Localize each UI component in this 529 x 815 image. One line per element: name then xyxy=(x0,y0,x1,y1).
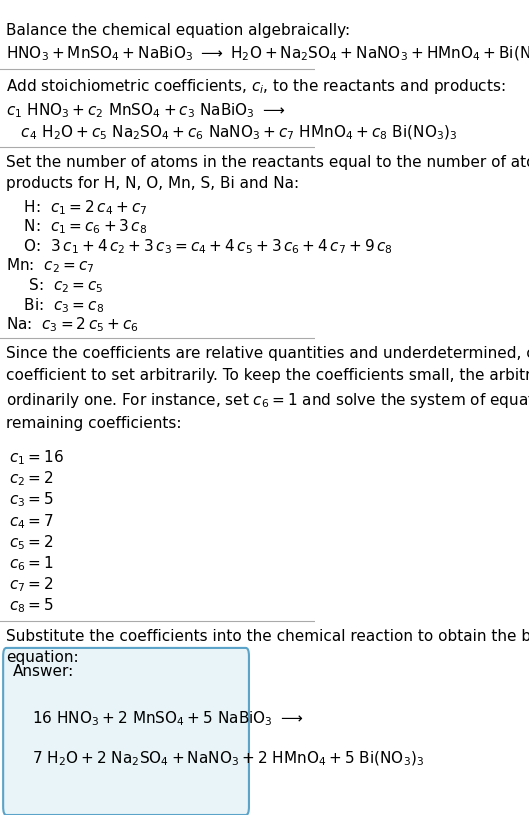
Text: $c_6 = 1$: $c_6 = 1$ xyxy=(10,554,54,573)
Text: $c_1\ \mathrm{HNO_3} + c_2\ \mathrm{MnSO_4} + c_3\ \mathrm{NaBiO_3} \ \longright: $c_1\ \mathrm{HNO_3} + c_2\ \mathrm{MnSO… xyxy=(6,101,286,120)
Text: Since the coefficients are relative quantities and underdetermined, choose a
coe: Since the coefficients are relative quan… xyxy=(6,346,529,431)
Text: Balance the chemical equation algebraically:: Balance the chemical equation algebraica… xyxy=(6,23,350,37)
Text: products for H, N, O, Mn, S, Bi and Na:: products for H, N, O, Mn, S, Bi and Na: xyxy=(6,176,299,191)
Text: $\mathrm{HNO_3 + MnSO_4 + NaBiO_3 \ \longrightarrow \ H_2O + Na_2SO_4 + NaNO_3 +: $\mathrm{HNO_3 + MnSO_4 + NaBiO_3 \ \lon… xyxy=(6,45,529,64)
Text: $c_3 = 5$: $c_3 = 5$ xyxy=(10,491,54,509)
Text: O:  $3\,c_1 + 4\,c_2 + 3\,c_3 = c_4 + 4\,c_5 + 3\,c_6 + 4\,c_7 + 9\,c_8$: O: $3\,c_1 + 4\,c_2 + 3\,c_3 = c_4 + 4\,… xyxy=(19,237,393,256)
Text: $c_2 = 2$: $c_2 = 2$ xyxy=(10,469,54,488)
Text: Answer:: Answer: xyxy=(13,664,74,679)
Text: $c_8 = 5$: $c_8 = 5$ xyxy=(10,597,54,615)
Text: equation:: equation: xyxy=(6,650,79,665)
Text: Bi:  $c_3 = c_8$: Bi: $c_3 = c_8$ xyxy=(19,296,104,315)
Text: S:  $c_2 = c_5$: S: $c_2 = c_5$ xyxy=(19,276,104,295)
Text: N:  $c_1 = c_6 + 3\,c_8$: N: $c_1 = c_6 + 3\,c_8$ xyxy=(19,218,147,236)
Text: $c_5 = 2$: $c_5 = 2$ xyxy=(10,533,54,552)
Text: Substitute the coefficients into the chemical reaction to obtain the balanced: Substitute the coefficients into the che… xyxy=(6,629,529,644)
Text: Add stoichiometric coefficients, $c_i$, to the reactants and products:: Add stoichiometric coefficients, $c_i$, … xyxy=(6,77,506,96)
Text: $c_4 = 7$: $c_4 = 7$ xyxy=(10,512,54,531)
Text: $c_7 = 2$: $c_7 = 2$ xyxy=(10,575,54,594)
Text: $16\ \mathrm{HNO_3} + 2\ \mathrm{MnSO_4} + 5\ \mathrm{NaBiO_3} \ \longrightarrow: $16\ \mathrm{HNO_3} + 2\ \mathrm{MnSO_4}… xyxy=(32,709,303,728)
Text: $c_1 = 16$: $c_1 = 16$ xyxy=(10,448,64,467)
Text: $7\ \mathrm{H_2O} + 2\ \mathrm{Na_2SO_4} + \mathrm{NaNO_3} + 2\ \mathrm{HMnO_4} : $7\ \mathrm{H_2O} + 2\ \mathrm{Na_2SO_4}… xyxy=(32,750,424,769)
Text: Mn:  $c_2 = c_7$: Mn: $c_2 = c_7$ xyxy=(6,257,95,275)
Text: Set the number of atoms in the reactants equal to the number of atoms in the: Set the number of atoms in the reactants… xyxy=(6,155,529,170)
FancyBboxPatch shape xyxy=(3,648,249,815)
Text: Na:  $c_3 = 2\,c_5 + c_6$: Na: $c_3 = 2\,c_5 + c_6$ xyxy=(6,315,139,334)
Text: $\quad c_4\ \mathrm{H_2O} + c_5\ \mathrm{Na_2SO_4} + c_6\ \mathrm{NaNO_3} + c_7\: $\quad c_4\ \mathrm{H_2O} + c_5\ \mathrm… xyxy=(6,124,458,143)
Text: H:  $c_1 = 2\,c_4 + c_7$: H: $c_1 = 2\,c_4 + c_7$ xyxy=(19,198,147,217)
